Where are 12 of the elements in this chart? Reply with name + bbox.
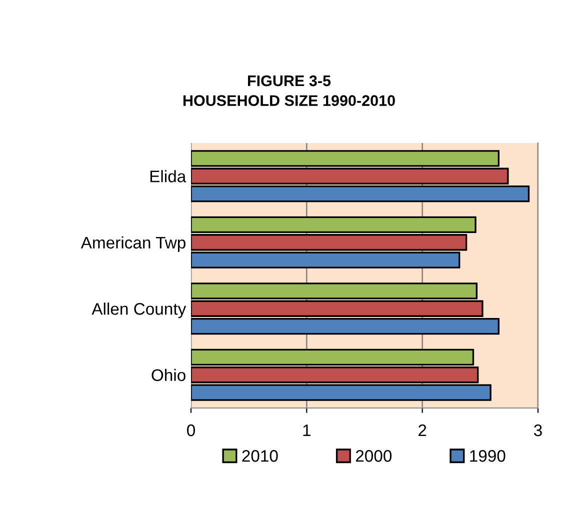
legend-label: 2000 — [356, 450, 392, 462]
x-tick-label: 2 — [418, 424, 426, 436]
x-tick-label: 3 — [534, 424, 542, 436]
legend-label: 2010 — [242, 450, 278, 462]
y-tick-label: Elida — [150, 170, 186, 182]
x-tick-label: 1 — [303, 424, 310, 436]
chart-title: FIGURE 3-5 HOUSEHOLD SIZE 1990-2010 — [183, 75, 395, 106]
y-tick-label: Allen County — [92, 302, 186, 318]
y-tick-label: American Twp — [80, 236, 186, 252]
x-tick-label: 0 — [187, 424, 195, 436]
legend-label: 1990 — [470, 450, 506, 462]
y-tick-label: Ohio — [152, 368, 186, 382]
